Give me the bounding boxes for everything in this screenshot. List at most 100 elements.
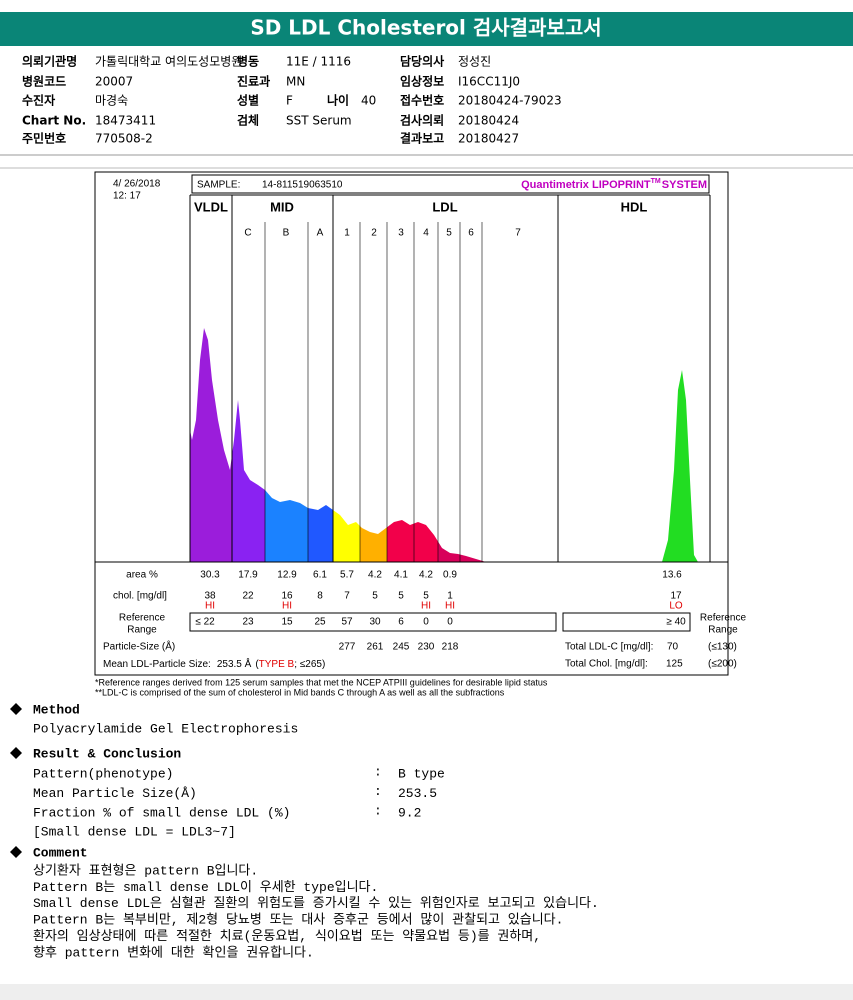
type-open: ( xyxy=(255,659,259,670)
type: TYPE B xyxy=(259,659,295,670)
row-label: Range xyxy=(127,625,157,636)
area-value: 12.9 xyxy=(277,570,297,581)
report-time: 12: 17 xyxy=(113,191,141,202)
info-value: MN xyxy=(286,75,305,89)
ref-value: 23 xyxy=(242,617,254,628)
area-value: 5.7 xyxy=(340,570,354,581)
band-label: LDL xyxy=(432,199,457,214)
result-separator: : xyxy=(374,784,382,799)
sub-band-label: A xyxy=(317,228,324,239)
hdl-flag: LO xyxy=(669,601,683,612)
info-value: 20180424 xyxy=(458,114,519,128)
footnote: *Reference ranges derived from 125 serum… xyxy=(95,677,548,687)
area-value: 4.1 xyxy=(394,570,408,581)
hdl-chol: 17 xyxy=(670,591,682,602)
result-rows: Pattern(phenotype): B type Mean Particle S… xyxy=(33,764,445,820)
comment-line: Pattern B는 복부비만, 제2형 당뇨병 또는 대사 증후군 등에서 많… xyxy=(33,913,563,928)
area-value: 4.2 xyxy=(368,570,382,581)
total-ldl-ref: (≤130) xyxy=(708,642,737,653)
info-value: 마경숙 xyxy=(95,94,128,108)
sub-band-label: 6 xyxy=(468,228,474,239)
result-note: [Small dense LDL = LDL3~7] xyxy=(33,824,236,839)
bullet xyxy=(10,703,22,715)
brand-tm: TM xyxy=(651,178,661,185)
title-bar xyxy=(0,12,853,46)
total-ldl: 70 xyxy=(667,642,679,653)
info-value: 18473411 xyxy=(95,114,156,128)
sub-band-label: 7 xyxy=(515,228,521,239)
chol-flag: HI xyxy=(205,601,215,612)
ref-value: 57 xyxy=(341,617,353,628)
mean-value: 253.5 Å xyxy=(217,657,252,670)
comment-line: 환자의 임상상태에 따른 적절한 치료(운동요법, 식이요법 또는 약물요법 등… xyxy=(33,929,541,944)
hdl-peak xyxy=(662,370,698,562)
sample-box xyxy=(191,174,710,194)
footer-band xyxy=(0,984,853,1000)
particle-size: 230 xyxy=(418,642,435,653)
chol-value: 22 xyxy=(242,591,254,602)
total-chol-label: Total Chol. [mg/dl]: xyxy=(565,659,648,670)
sub-band-label: 5 xyxy=(446,228,452,239)
ref-value: 6 xyxy=(398,617,404,628)
ref-value: 0 xyxy=(447,617,453,628)
area-value: 0.9 xyxy=(443,570,457,581)
info-label: 의뢰기관명 xyxy=(22,54,77,69)
brand-name: Quantimetrix LIPOPRINT xyxy=(521,179,651,191)
sub-band-label: C xyxy=(244,228,251,239)
info-value: I16CC11J0 xyxy=(458,75,520,89)
result-value: B type xyxy=(398,766,445,781)
info-value: SST Serum xyxy=(286,114,352,128)
row-label: Reference xyxy=(119,613,166,624)
info-label: Chart No. xyxy=(22,114,86,128)
chol-value: 5 xyxy=(372,591,378,602)
chol-value: 5 xyxy=(423,591,429,602)
comment-line: Pattern B는 small dense LDL이 우세한 type입니다. xyxy=(33,880,378,895)
title: SD LDL Cholesterol 검사결과보고서 xyxy=(250,16,601,40)
chol-value: 1 xyxy=(447,591,453,602)
sub-band-label: 4 xyxy=(423,228,429,239)
info-label: 담당의사 xyxy=(400,54,444,69)
info-label: 성별 xyxy=(237,93,259,108)
row-label: chol. [mg/dl] xyxy=(113,591,167,602)
row-label: Reference xyxy=(700,613,747,624)
info-label: 나이 xyxy=(327,93,349,108)
chol-value: 16 xyxy=(281,591,293,602)
info-value: 20180424-79023 xyxy=(458,94,562,108)
ref-value: 15 xyxy=(281,617,293,628)
area-value: 4.2 xyxy=(419,570,433,581)
band-label: VLDL xyxy=(194,199,228,214)
particle-size: 218 xyxy=(442,642,459,653)
sub-band-label: 2 xyxy=(371,228,377,239)
sample-label: SAMPLE: xyxy=(197,180,240,191)
chol-flag: HI xyxy=(445,601,455,612)
info-label: 병원코드 xyxy=(22,74,66,89)
bullet xyxy=(10,747,22,759)
chol-flag: HI xyxy=(421,601,431,612)
comment-line: 상기환자 표현형은 pattern B입니다. xyxy=(33,863,258,878)
report-date: 4/ 26/2018 xyxy=(113,179,161,190)
result-label: Mean Particle Size(Å) xyxy=(33,786,197,801)
info-value: 770508-2 xyxy=(95,132,153,146)
total-ldl-label: Total LDL-C [mg/dl]: xyxy=(565,642,653,653)
info-label: 임상정보 xyxy=(400,74,444,89)
result-label: Pattern(phenotype) xyxy=(33,766,173,781)
mean-label: Mean LDL-Particle Size: xyxy=(103,659,211,670)
band-label: HDL xyxy=(621,199,648,214)
particle-size: 261 xyxy=(367,642,384,653)
type-close: ; ≤265) xyxy=(294,659,325,670)
mean-size: Mean LDL-Particle Size: 253.5 Å (TYPE B; ≤… xyxy=(103,657,325,670)
comment-line: 향후 pattern 변화에 대한 확인을 권유합니다. xyxy=(33,945,314,960)
sub-band-label: B xyxy=(283,228,290,239)
result-label: Fraction % of small dense LDL (%) xyxy=(33,805,290,820)
area-value: 30.3 xyxy=(200,570,220,581)
info-label: 진료과 xyxy=(237,74,270,89)
band-label: MID xyxy=(270,199,294,214)
info-value: 11E / 1116 xyxy=(286,55,351,69)
section-heading: Method xyxy=(33,702,80,717)
ref-value: 0 xyxy=(423,617,429,628)
hdl-ref: ≥ 40 xyxy=(666,617,686,628)
info-value: 20180427 xyxy=(458,132,519,146)
info-label: 결과보고 xyxy=(400,131,444,146)
bullet xyxy=(10,846,22,858)
